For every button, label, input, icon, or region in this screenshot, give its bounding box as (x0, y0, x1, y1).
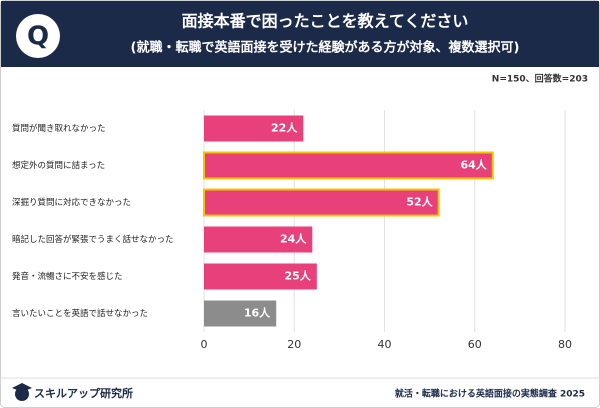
bar (204, 300, 277, 327)
bar (203, 151, 494, 180)
y-tick-label: 深掘り質問に対応できなかった (12, 197, 131, 208)
y-tick-label: 質問が聞き取れなかった (12, 123, 106, 134)
y-tick-label: 言いたいことを英語で話せなかった (12, 308, 148, 319)
y-tick-label: 発音・流暢さに不安を感じた (12, 271, 123, 282)
bar (204, 263, 317, 290)
y-tick-label: 暗記した回答が緊張でうまく話せなかった (12, 234, 174, 245)
x-tick-label: 40 (378, 338, 392, 351)
value-label: 22人 (271, 121, 298, 135)
note: N=150、回答数=203 (492, 73, 588, 85)
x-tick-label: 80 (558, 338, 572, 351)
value-label: 16人 (244, 306, 271, 320)
value-label: 64人 (460, 158, 487, 172)
bar (203, 188, 440, 217)
value-label: 24人 (280, 232, 307, 246)
badge-text: Q (27, 22, 49, 52)
chart-subtitle: (就職・転職で英語面接を受けた経験がある方が対象、複数選択可) (131, 40, 520, 56)
value-label: 52人 (406, 195, 433, 209)
value-label: 25人 (285, 269, 312, 283)
x-tick-label: 20 (287, 338, 301, 351)
brand-logo (12, 383, 32, 401)
source: 就活・転職における英語面接の実態調査 2025 (395, 388, 585, 400)
bar (204, 226, 313, 253)
x-tick-label: 60 (468, 338, 482, 351)
header-band (1, 1, 599, 67)
chart-title: 面接本番で困ったことを教えてください (182, 12, 469, 31)
brand: スキルアップ研究所 (34, 386, 133, 400)
x-tick-label: 0 (201, 338, 208, 351)
badge (16, 14, 60, 58)
bar (204, 115, 304, 142)
y-tick-label: 想定外の質問に詰まった (12, 160, 105, 171)
